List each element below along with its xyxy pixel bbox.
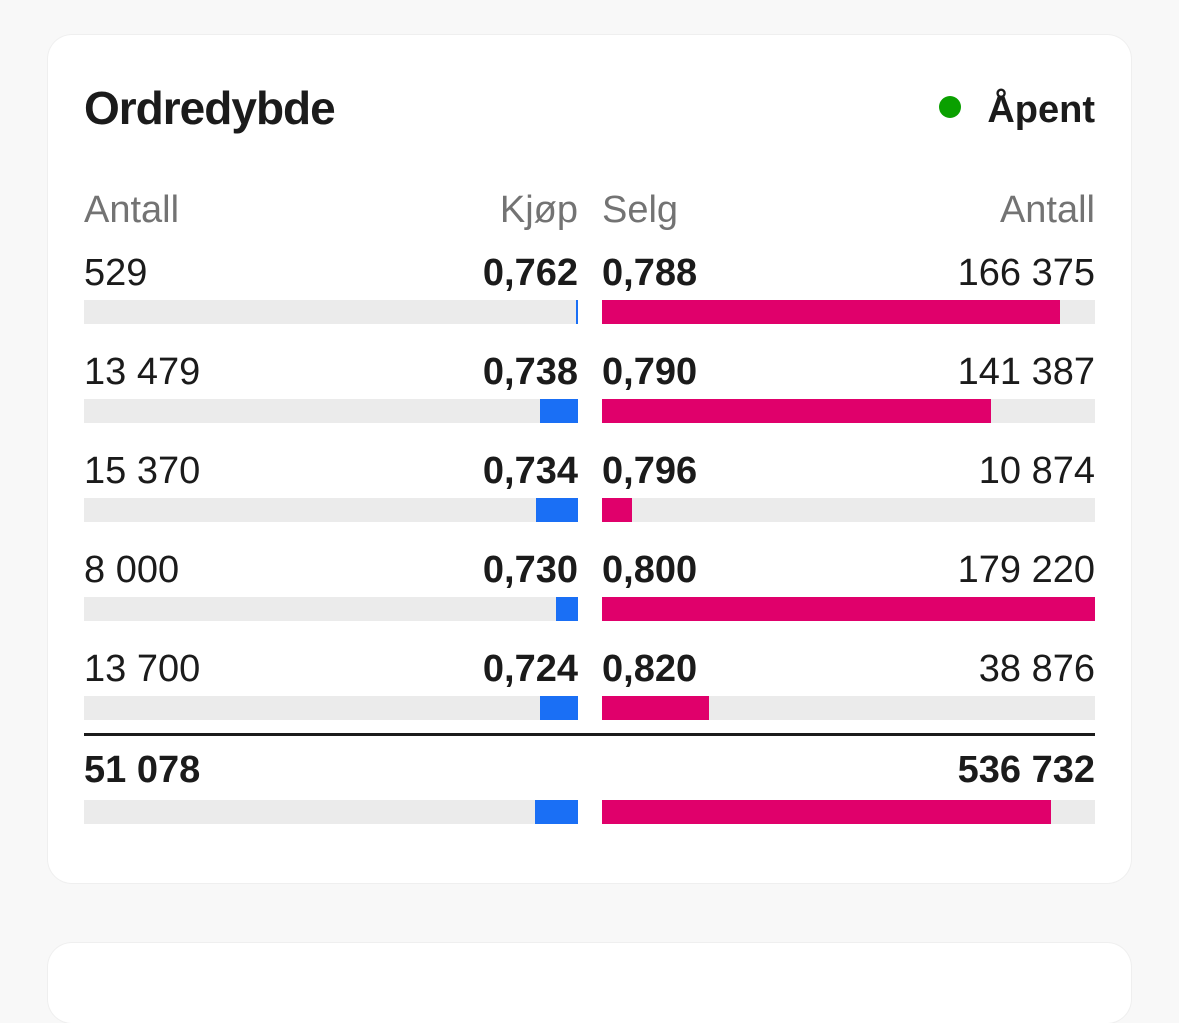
- buy-level: 529 0,762: [84, 248, 578, 389]
- buy-level: 13 700 0,724: [84, 644, 578, 785]
- sell-total-quantity: 536 732: [957, 749, 1095, 791]
- sell-depth-bar: [602, 597, 1095, 621]
- buy-price: 0,762: [482, 252, 578, 294]
- sell-depth-track: [602, 399, 1095, 423]
- buy-total: 51 078: [84, 745, 578, 825]
- sell-total: 536 732: [602, 745, 1095, 825]
- sell-qty-header: Antall: [999, 189, 1095, 231]
- sell-depth-bar: [602, 399, 991, 423]
- buy-quantity: 13 700: [84, 648, 201, 690]
- sell-quantity: 179 220: [957, 549, 1095, 591]
- sell-quantity: 10 874: [978, 450, 1095, 492]
- sell-header: Selg Antall: [602, 185, 1095, 235]
- sell-price-header: Selg: [602, 189, 679, 231]
- buy-price: 0,730: [482, 549, 578, 591]
- buy-price: 0,738: [482, 351, 578, 393]
- buy-quantity: 8 000: [84, 549, 180, 591]
- sell-level: 0,820 38 876: [602, 644, 1095, 785]
- sell-depth-track: [602, 800, 1095, 824]
- buy-depth-track: [84, 800, 578, 824]
- sell-price: 0,796: [602, 450, 698, 492]
- buy-depth-track: [84, 498, 578, 522]
- buy-quantity: 13 479: [84, 351, 201, 393]
- buy-price-header: Kjøp: [499, 189, 578, 231]
- sell-level: 0,788 166 375: [602, 248, 1095, 389]
- sell-price: 0,820: [602, 648, 698, 690]
- buy-depth-bar: [576, 300, 578, 324]
- sell-depth-bar: [602, 800, 1051, 824]
- buy-level: 13 479 0,738: [84, 347, 578, 488]
- sell-depth-bar: [602, 498, 632, 522]
- buy-quantity: 529: [84, 252, 148, 294]
- buy-depth-bar: [540, 399, 578, 423]
- sell-price: 0,788: [602, 252, 698, 294]
- buy-quantity: 15 370: [84, 450, 201, 492]
- status-dot-icon: [939, 96, 962, 118]
- buy-price: 0,724: [482, 648, 578, 690]
- buy-depth-bar: [536, 498, 578, 522]
- buy-depth-track: [84, 300, 578, 324]
- sell-price: 0,800: [602, 549, 698, 591]
- buy-depth-bar: [540, 696, 578, 720]
- buy-price: 0,734: [482, 450, 578, 492]
- order-depth-card: Ordredybde Åpent Antall Kjøp Selg Antall…: [48, 35, 1131, 883]
- buy-header: Antall Kjøp: [84, 185, 578, 235]
- buy-depth-track: [84, 597, 578, 621]
- totals-divider: [84, 733, 1095, 736]
- sell-quantity: 166 375: [957, 252, 1095, 294]
- sell-depth-track: [602, 696, 1095, 720]
- buy-depth-bar: [556, 597, 578, 621]
- sell-depth-bar: [602, 696, 709, 720]
- sell-quantity: 141 387: [957, 351, 1095, 393]
- sell-depth-track: [602, 300, 1095, 324]
- next-card: [48, 943, 1131, 1023]
- sell-level: 0,800 179 220: [602, 545, 1095, 686]
- market-status: Åpent: [939, 87, 1095, 133]
- sell-level: 0,796 10 874: [602, 446, 1095, 587]
- status-label: Åpent: [987, 89, 1095, 131]
- buy-depth-bar: [535, 800, 578, 824]
- sell-depth-track: [602, 498, 1095, 522]
- buy-level: 8 000 0,730: [84, 545, 578, 686]
- buy-level: 15 370 0,734: [84, 446, 578, 587]
- sell-depth-bar: [602, 300, 1060, 324]
- sell-level: 0,790 141 387: [602, 347, 1095, 488]
- sell-price: 0,790: [602, 351, 698, 393]
- sell-quantity: 38 876: [978, 648, 1095, 690]
- buy-depth-track: [84, 696, 578, 720]
- buy-qty-header: Antall: [84, 189, 180, 231]
- card-title: Ordredybde: [84, 82, 336, 134]
- buy-total-quantity: 51 078: [84, 749, 201, 791]
- buy-depth-track: [84, 399, 578, 423]
- sell-depth-track: [602, 597, 1095, 621]
